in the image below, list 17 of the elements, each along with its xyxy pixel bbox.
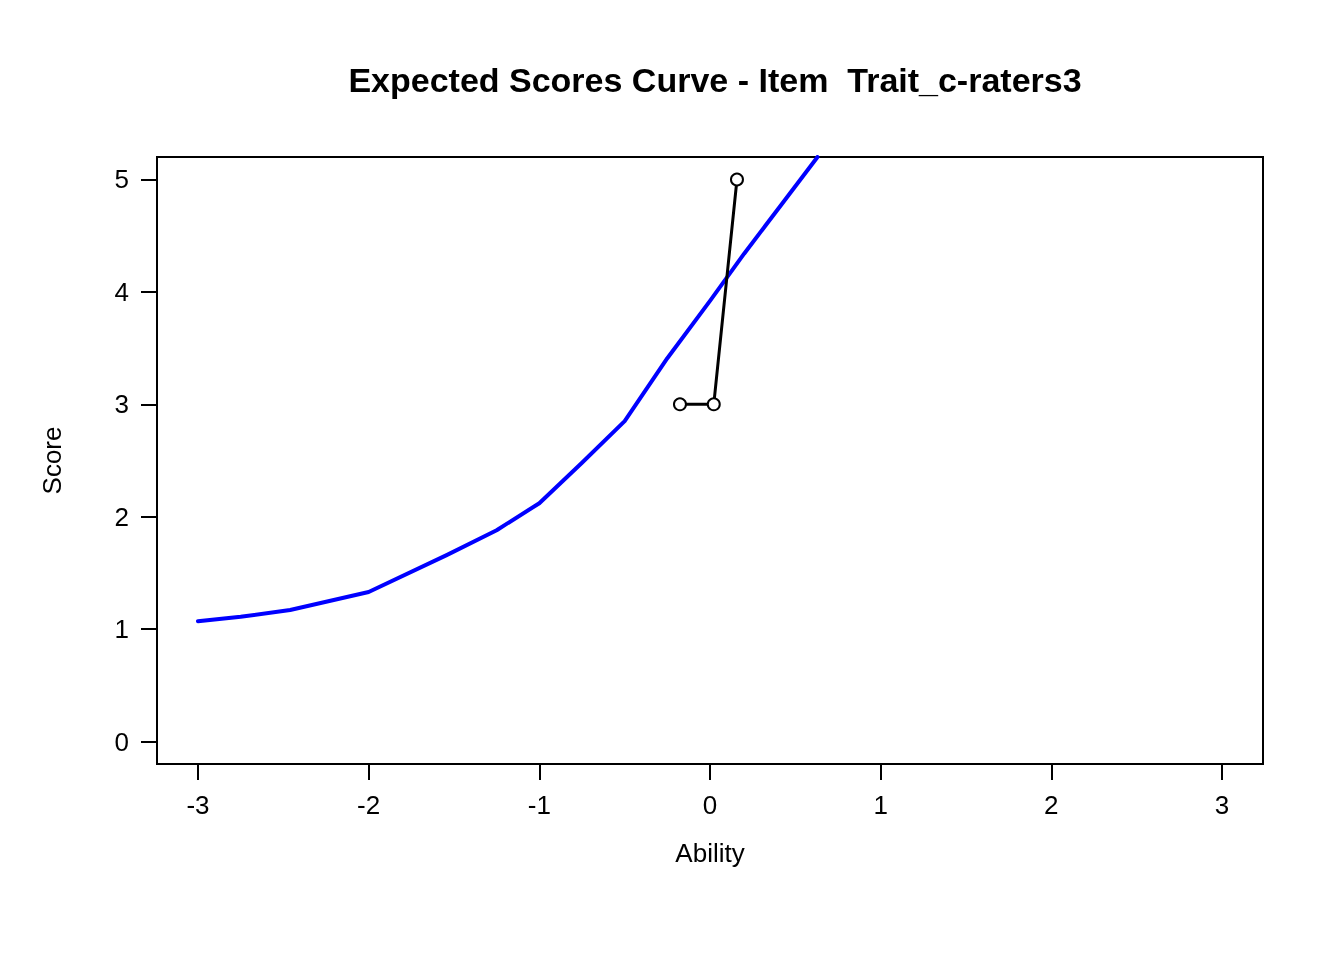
x-tick-label: -2 [357, 790, 381, 820]
y-axis-title: Score [37, 426, 67, 495]
x-tick-label: -1 [527, 790, 551, 820]
y-tick-label: 2 [114, 501, 129, 532]
y-tick-label: 4 [114, 276, 129, 307]
y-tick-label: 1 [114, 614, 129, 645]
line-series [195, 155, 820, 624]
y-tick-label: 0 [114, 726, 129, 757]
x-tick-label: 3 [1214, 790, 1230, 820]
x-tick-label: 0 [702, 790, 718, 820]
x-tick-label: 2 [1044, 790, 1059, 820]
y-tick-label: 3 [114, 389, 129, 420]
y-tick-label: 5 [114, 164, 129, 195]
x-tick-label: -3 [186, 790, 210, 820]
x-axis-title: Ability [675, 838, 745, 868]
chart-title: Expected Scores Curve - Item Trait_c-raters3 [348, 61, 1082, 99]
x-tick-label: 1 [873, 790, 888, 820]
